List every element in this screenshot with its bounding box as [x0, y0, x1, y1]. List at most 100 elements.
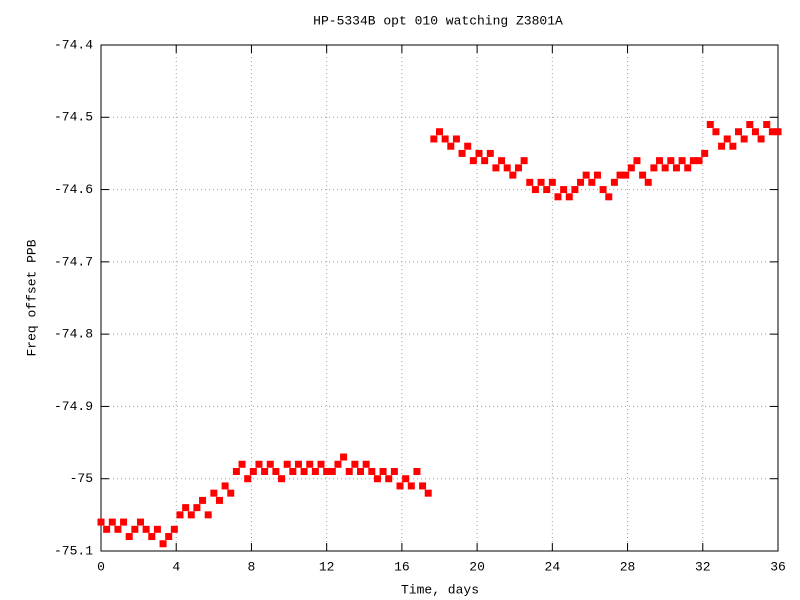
point	[289, 467, 297, 475]
point	[120, 518, 128, 526]
point	[718, 142, 726, 150]
x-tick-label: 32	[695, 559, 711, 574]
point	[131, 525, 139, 533]
point	[204, 511, 212, 519]
point	[407, 482, 415, 490]
point	[340, 453, 348, 461]
x-tick-label: 20	[469, 559, 485, 574]
point	[125, 533, 133, 541]
point	[283, 460, 291, 468]
point	[419, 482, 427, 490]
point	[114, 525, 122, 533]
point	[249, 467, 257, 475]
point	[193, 504, 201, 512]
point	[644, 178, 652, 186]
point	[701, 149, 709, 157]
point	[599, 186, 607, 194]
x-tick-label: 4	[172, 559, 180, 574]
point	[616, 171, 624, 179]
x-tick-label: 28	[620, 559, 636, 574]
point	[627, 164, 635, 172]
chart-title: HP-5334B opt 010 watching Z3801A	[313, 13, 563, 28]
point	[278, 475, 286, 483]
point	[464, 142, 472, 150]
point	[537, 178, 545, 186]
point	[520, 157, 528, 165]
point	[227, 489, 235, 497]
point	[458, 149, 466, 157]
point	[221, 482, 229, 490]
point	[170, 525, 178, 533]
point	[526, 178, 534, 186]
point	[159, 540, 167, 548]
point	[362, 460, 370, 468]
point	[509, 171, 517, 179]
point	[210, 489, 218, 497]
point	[334, 460, 342, 468]
point	[543, 186, 551, 194]
point	[486, 149, 494, 157]
point	[678, 157, 686, 165]
point	[311, 467, 319, 475]
x-tick-label: 8	[248, 559, 256, 574]
x-tick-label: 24	[545, 559, 561, 574]
point	[323, 467, 331, 475]
point	[774, 128, 782, 136]
point	[757, 135, 765, 143]
point	[266, 460, 274, 468]
point	[729, 142, 737, 150]
x-tick-label: 16	[394, 559, 410, 574]
point	[712, 128, 720, 136]
point	[215, 496, 223, 504]
y-tick-label: -74.4	[54, 37, 93, 52]
point	[706, 121, 714, 129]
y-axis-label: Freq offset PPB	[24, 239, 39, 356]
x-tick-label: 12	[319, 559, 335, 574]
point	[238, 460, 246, 468]
point	[588, 178, 596, 186]
y-tick-label: -74.9	[54, 399, 93, 414]
point	[255, 460, 263, 468]
point	[684, 164, 692, 172]
x-axis-label: Time, days	[401, 582, 479, 597]
point	[317, 460, 325, 468]
point	[610, 178, 618, 186]
point	[97, 518, 105, 526]
point	[176, 511, 184, 519]
point	[622, 171, 630, 179]
point	[396, 482, 404, 490]
point	[492, 164, 500, 172]
point	[672, 164, 680, 172]
point	[402, 475, 410, 483]
point	[723, 135, 731, 143]
point	[328, 467, 336, 475]
point	[469, 157, 477, 165]
point	[667, 157, 675, 165]
point	[136, 518, 144, 526]
point	[430, 135, 438, 143]
point	[165, 533, 173, 541]
point	[306, 460, 314, 468]
point	[695, 157, 703, 165]
point	[452, 135, 460, 143]
y-tick-label: -74.6	[54, 182, 93, 197]
point	[294, 460, 302, 468]
y-tick-label: -75.1	[54, 543, 93, 558]
point	[261, 467, 269, 475]
point	[108, 518, 116, 526]
point	[436, 128, 443, 136]
point	[503, 164, 511, 172]
point	[385, 475, 393, 483]
y-tick-label: -74.5	[54, 110, 93, 125]
point	[740, 135, 748, 143]
point	[481, 157, 489, 165]
y-tick-label: -75	[70, 471, 93, 486]
point	[593, 171, 601, 179]
point	[605, 193, 613, 201]
y-tick-label: -74.8	[54, 327, 93, 342]
point	[244, 475, 252, 483]
point	[103, 525, 111, 533]
point	[345, 467, 353, 475]
point	[232, 467, 240, 475]
point	[656, 157, 664, 165]
